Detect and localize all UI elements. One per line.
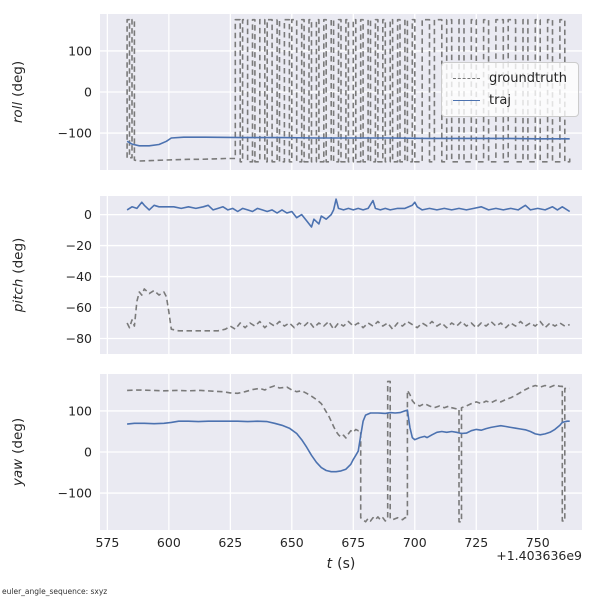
footer-note: euler_angle_sequence: sxyz (2, 587, 108, 596)
legend-entry-groundtruth: groundtruth (452, 71, 567, 86)
x-axis-label-unit: (s) (337, 556, 356, 572)
svg-text:−100: −100 (58, 126, 92, 141)
svg-text:0: 0 (84, 207, 92, 222)
pitch-axis-label: pitch (deg) (6, 196, 30, 354)
traj-line-sample-icon (452, 100, 480, 101)
yaw-axis-label: yaw (deg) (6, 374, 30, 530)
roll-axis-label: roll (deg) (6, 14, 30, 170)
svg-text:650: 650 (280, 535, 304, 550)
pitch-ylabel-var: pitch (10, 278, 27, 313)
svg-text:−40: −40 (66, 269, 92, 284)
pitch-ylabel-unit: (deg) (10, 237, 27, 274)
legend-entry-traj: traj (452, 93, 567, 108)
svg-text:600: 600 (157, 535, 181, 550)
yaw-ylabel-var: yaw (10, 458, 27, 487)
legend-label-groundtruth: groundtruth (488, 71, 567, 86)
svg-text:575: 575 (95, 535, 119, 550)
x-axis-label: t (s) (100, 556, 582, 572)
roll-ylabel-var: roll (10, 101, 27, 124)
svg-text:100: 100 (68, 43, 92, 58)
svg-text:−60: −60 (66, 300, 92, 315)
x-axis-offset-text: +1.403636e9 (496, 548, 582, 563)
svg-text:0: 0 (84, 445, 92, 460)
svg-text:−100: −100 (58, 486, 92, 501)
svg-text:100: 100 (68, 403, 92, 418)
svg-text:−20: −20 (66, 238, 92, 253)
svg-text:750: 750 (526, 535, 550, 550)
legend-label-traj: traj (488, 93, 512, 108)
svg-text:725: 725 (464, 535, 488, 550)
svg-text:700: 700 (403, 535, 427, 550)
yaw-ylabel-unit: (deg) (10, 417, 27, 454)
roll-ylabel-unit: (deg) (10, 60, 27, 97)
svg-text:0: 0 (84, 85, 92, 100)
svg-text:675: 675 (341, 535, 365, 550)
svg-text:−80: −80 (66, 331, 92, 346)
groundtruth-line-sample-icon (452, 78, 480, 79)
legend: groundtruth traj (440, 62, 579, 117)
svg-text:625: 625 (218, 535, 242, 550)
x-axis-label-var: t (326, 556, 333, 572)
